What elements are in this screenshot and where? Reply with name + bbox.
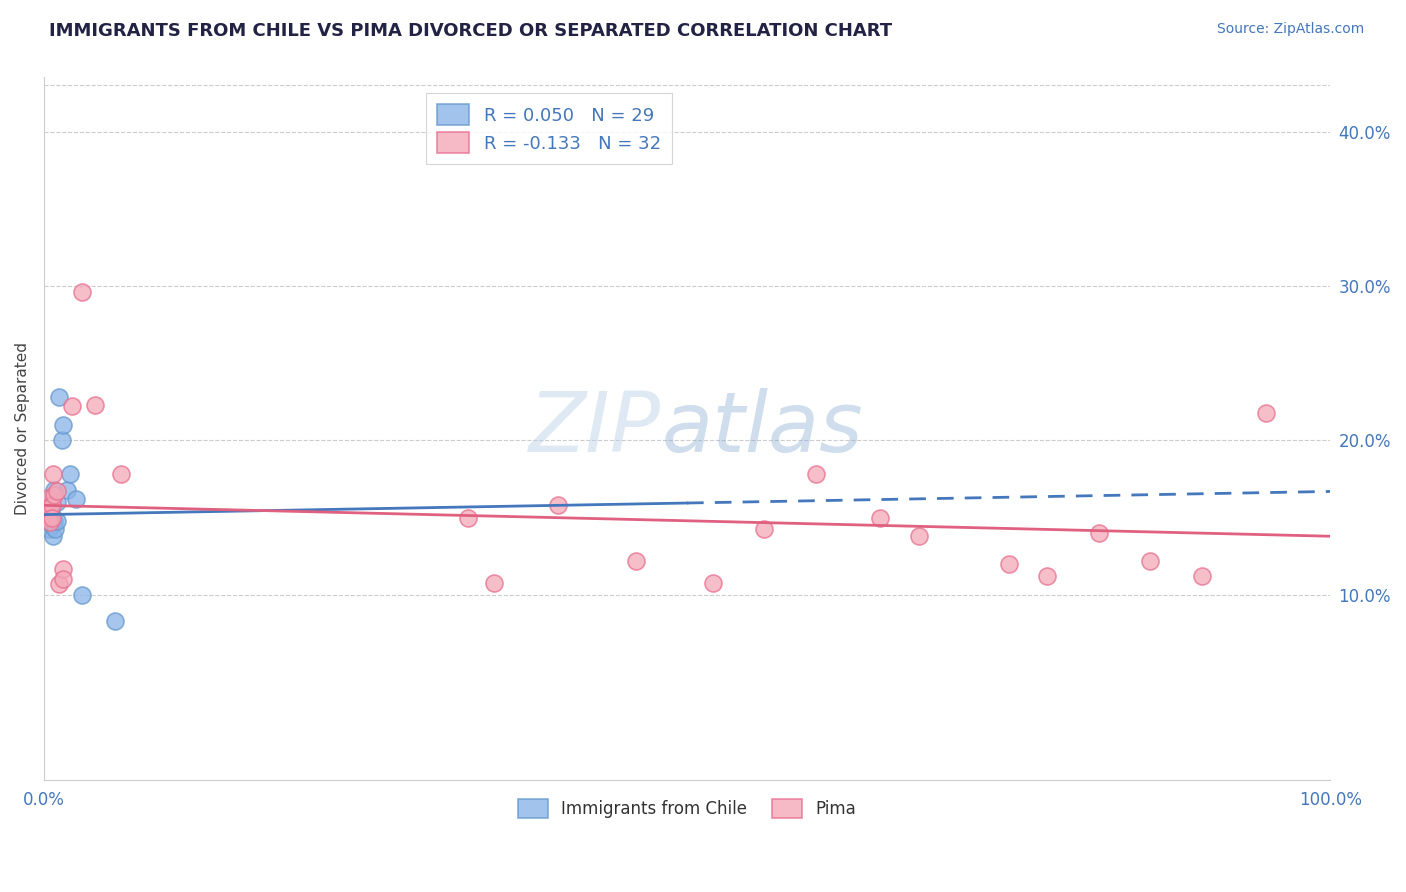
Point bbox=[41, 499, 63, 513]
Point bbox=[37, 514, 59, 528]
Point bbox=[702, 575, 724, 590]
Point bbox=[457, 510, 479, 524]
Point bbox=[48, 577, 70, 591]
Point bbox=[35, 503, 58, 517]
Point bbox=[1254, 406, 1277, 420]
Point bbox=[547, 499, 569, 513]
Point bbox=[35, 514, 58, 528]
Point bbox=[44, 521, 66, 535]
Point bbox=[482, 575, 505, 590]
Point bbox=[37, 499, 59, 513]
Point bbox=[39, 503, 62, 517]
Point bbox=[39, 492, 62, 507]
Point bbox=[39, 500, 62, 514]
Point bbox=[1139, 554, 1161, 568]
Point bbox=[38, 510, 60, 524]
Point bbox=[38, 521, 60, 535]
Point bbox=[44, 483, 66, 497]
Point bbox=[869, 510, 891, 524]
Point bbox=[34, 506, 56, 520]
Point bbox=[56, 483, 79, 497]
Point bbox=[1036, 569, 1059, 583]
Point bbox=[754, 521, 776, 535]
Point bbox=[60, 400, 83, 414]
Point bbox=[39, 514, 62, 528]
Point bbox=[104, 614, 127, 628]
Point bbox=[41, 518, 63, 533]
Point bbox=[907, 529, 929, 543]
Text: atlas: atlas bbox=[661, 388, 863, 469]
Point bbox=[42, 514, 65, 528]
Point bbox=[37, 491, 59, 505]
Point bbox=[65, 492, 87, 507]
Point bbox=[41, 499, 63, 513]
Point bbox=[52, 417, 75, 432]
Text: IMMIGRANTS FROM CHILE VS PIMA DIVORCED OR SEPARATED CORRELATION CHART: IMMIGRANTS FROM CHILE VS PIMA DIVORCED O… bbox=[49, 22, 893, 40]
Y-axis label: Divorced or Separated: Divorced or Separated bbox=[15, 343, 30, 516]
Text: ZIP: ZIP bbox=[529, 388, 661, 469]
Point bbox=[37, 508, 59, 522]
Point bbox=[804, 467, 827, 482]
Point bbox=[44, 487, 66, 501]
Point bbox=[45, 495, 67, 509]
Point bbox=[52, 562, 75, 576]
Text: Source: ZipAtlas.com: Source: ZipAtlas.com bbox=[1216, 22, 1364, 37]
Point bbox=[44, 514, 66, 528]
Point bbox=[42, 467, 65, 482]
Point bbox=[997, 557, 1019, 571]
Point bbox=[1191, 569, 1213, 583]
Point bbox=[41, 510, 63, 524]
Point bbox=[84, 398, 107, 412]
Legend: Immigrants from Chile, Pima: Immigrants from Chile, Pima bbox=[512, 792, 863, 825]
Point bbox=[51, 434, 73, 448]
Point bbox=[35, 499, 58, 513]
Point bbox=[48, 390, 70, 404]
Point bbox=[72, 285, 94, 300]
Point bbox=[1087, 526, 1109, 541]
Point bbox=[110, 467, 132, 482]
Point bbox=[59, 467, 82, 482]
Point bbox=[624, 554, 647, 568]
Point bbox=[39, 516, 62, 530]
Point bbox=[45, 514, 67, 528]
Point bbox=[41, 508, 63, 522]
Point bbox=[52, 573, 75, 587]
Point bbox=[45, 484, 67, 499]
Point bbox=[72, 588, 94, 602]
Point bbox=[42, 529, 65, 543]
Point bbox=[38, 514, 60, 528]
